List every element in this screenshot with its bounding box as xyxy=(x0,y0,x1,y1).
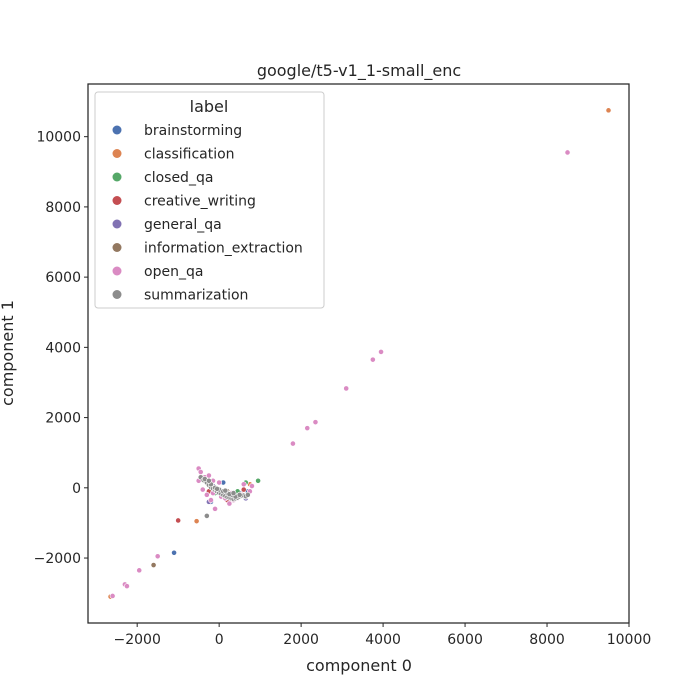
legend-marker xyxy=(112,172,122,182)
data-point-classification xyxy=(605,107,612,114)
x-tick-label: 4000 xyxy=(365,632,401,648)
data-point-summarization xyxy=(206,477,212,484)
legend-label: creative_writing xyxy=(144,194,256,210)
x-axis-label: component 0 xyxy=(306,656,412,675)
y-tick-label: 6000 xyxy=(45,270,81,286)
data-point-classification xyxy=(193,518,200,525)
y-tick-label: 0 xyxy=(72,481,81,497)
data-point-open-qa xyxy=(240,481,247,488)
data-point-summarization xyxy=(214,485,221,492)
legend-marker xyxy=(112,219,122,229)
legend-marker xyxy=(112,149,122,158)
data-point-open-qa xyxy=(343,385,350,392)
legend-marker xyxy=(112,266,122,276)
data-point-open-qa xyxy=(249,483,255,489)
legend-frame xyxy=(94,91,325,309)
data-point-open-qa xyxy=(290,440,296,447)
data-point-open-qa xyxy=(212,505,218,512)
y-tick-label: 2000 xyxy=(45,411,81,427)
legend-label: brainstorming xyxy=(144,123,242,139)
data-point-open-qa xyxy=(203,491,210,498)
y-tick-label: 8000 xyxy=(45,200,81,216)
legend-label: summarization xyxy=(144,288,248,304)
data-point-open-qa xyxy=(208,497,214,504)
data-point-summarization xyxy=(244,491,251,498)
x-tick-label: 6000 xyxy=(447,632,483,648)
data-point-closed-qa xyxy=(255,477,261,484)
plot-frame xyxy=(87,83,630,624)
data-point-open-qa xyxy=(304,425,311,432)
y-axis-label: component 1 xyxy=(0,300,17,406)
data-point-open-qa xyxy=(109,593,116,599)
data-point-brainstorming xyxy=(171,549,177,556)
data-point-open-qa xyxy=(197,469,204,475)
ticks-layer: −2000 0 2000 4000 6000 8000 10000 −2000 0 2000 400… xyxy=(34,130,652,648)
legend-marker xyxy=(112,196,122,205)
data-point-open-qa xyxy=(369,356,376,363)
data-point-summarization xyxy=(203,513,210,519)
x-tick-label: 10000 xyxy=(607,632,652,648)
data-point-information-extraction xyxy=(150,562,157,568)
legend: label brainstorming classification closed_… xyxy=(94,91,325,309)
x-tick-label: 0 xyxy=(215,632,224,648)
data-point-open-qa xyxy=(226,500,233,507)
data-point-creative-writing xyxy=(175,517,182,524)
y-tick-label: −2000 xyxy=(34,551,81,567)
data-point-open-qa xyxy=(154,553,161,560)
data-point-summarization xyxy=(236,491,243,498)
legend-label: closed_qa xyxy=(144,170,213,186)
legend-marker xyxy=(112,125,122,135)
legend-marker xyxy=(112,290,122,299)
data-point-open-qa xyxy=(124,583,130,590)
legend-label: classification xyxy=(144,147,235,163)
points-layer xyxy=(107,107,612,600)
data-point-open-qa xyxy=(216,479,223,486)
y-tick-label: 4000 xyxy=(45,340,81,356)
legend-label: information_extraction xyxy=(144,241,303,257)
data-point-open-qa xyxy=(378,349,384,355)
data-point-open-qa xyxy=(136,567,143,574)
y-tick-label: 10000 xyxy=(36,130,81,146)
x-tick-label: 8000 xyxy=(529,632,565,648)
legend-title: label xyxy=(190,97,229,116)
data-point-open-qa xyxy=(564,149,571,156)
legend-label: open_qa xyxy=(144,264,203,280)
data-point-open-qa xyxy=(199,486,206,493)
legend-label: general_qa xyxy=(144,217,222,233)
chart-title: google/t5-v1_1-small_enc xyxy=(257,61,461,81)
data-point-open-qa xyxy=(312,419,319,426)
legend-items: brainstorming classification closed_qacrea… xyxy=(112,123,303,304)
data-point-summarization xyxy=(222,487,229,494)
x-tick-label: −2000 xyxy=(114,632,161,648)
data-point-creative-writing xyxy=(240,486,247,493)
x-tick-label: 2000 xyxy=(283,632,319,648)
legend-marker xyxy=(112,243,122,252)
data-point-summarization xyxy=(230,490,237,496)
